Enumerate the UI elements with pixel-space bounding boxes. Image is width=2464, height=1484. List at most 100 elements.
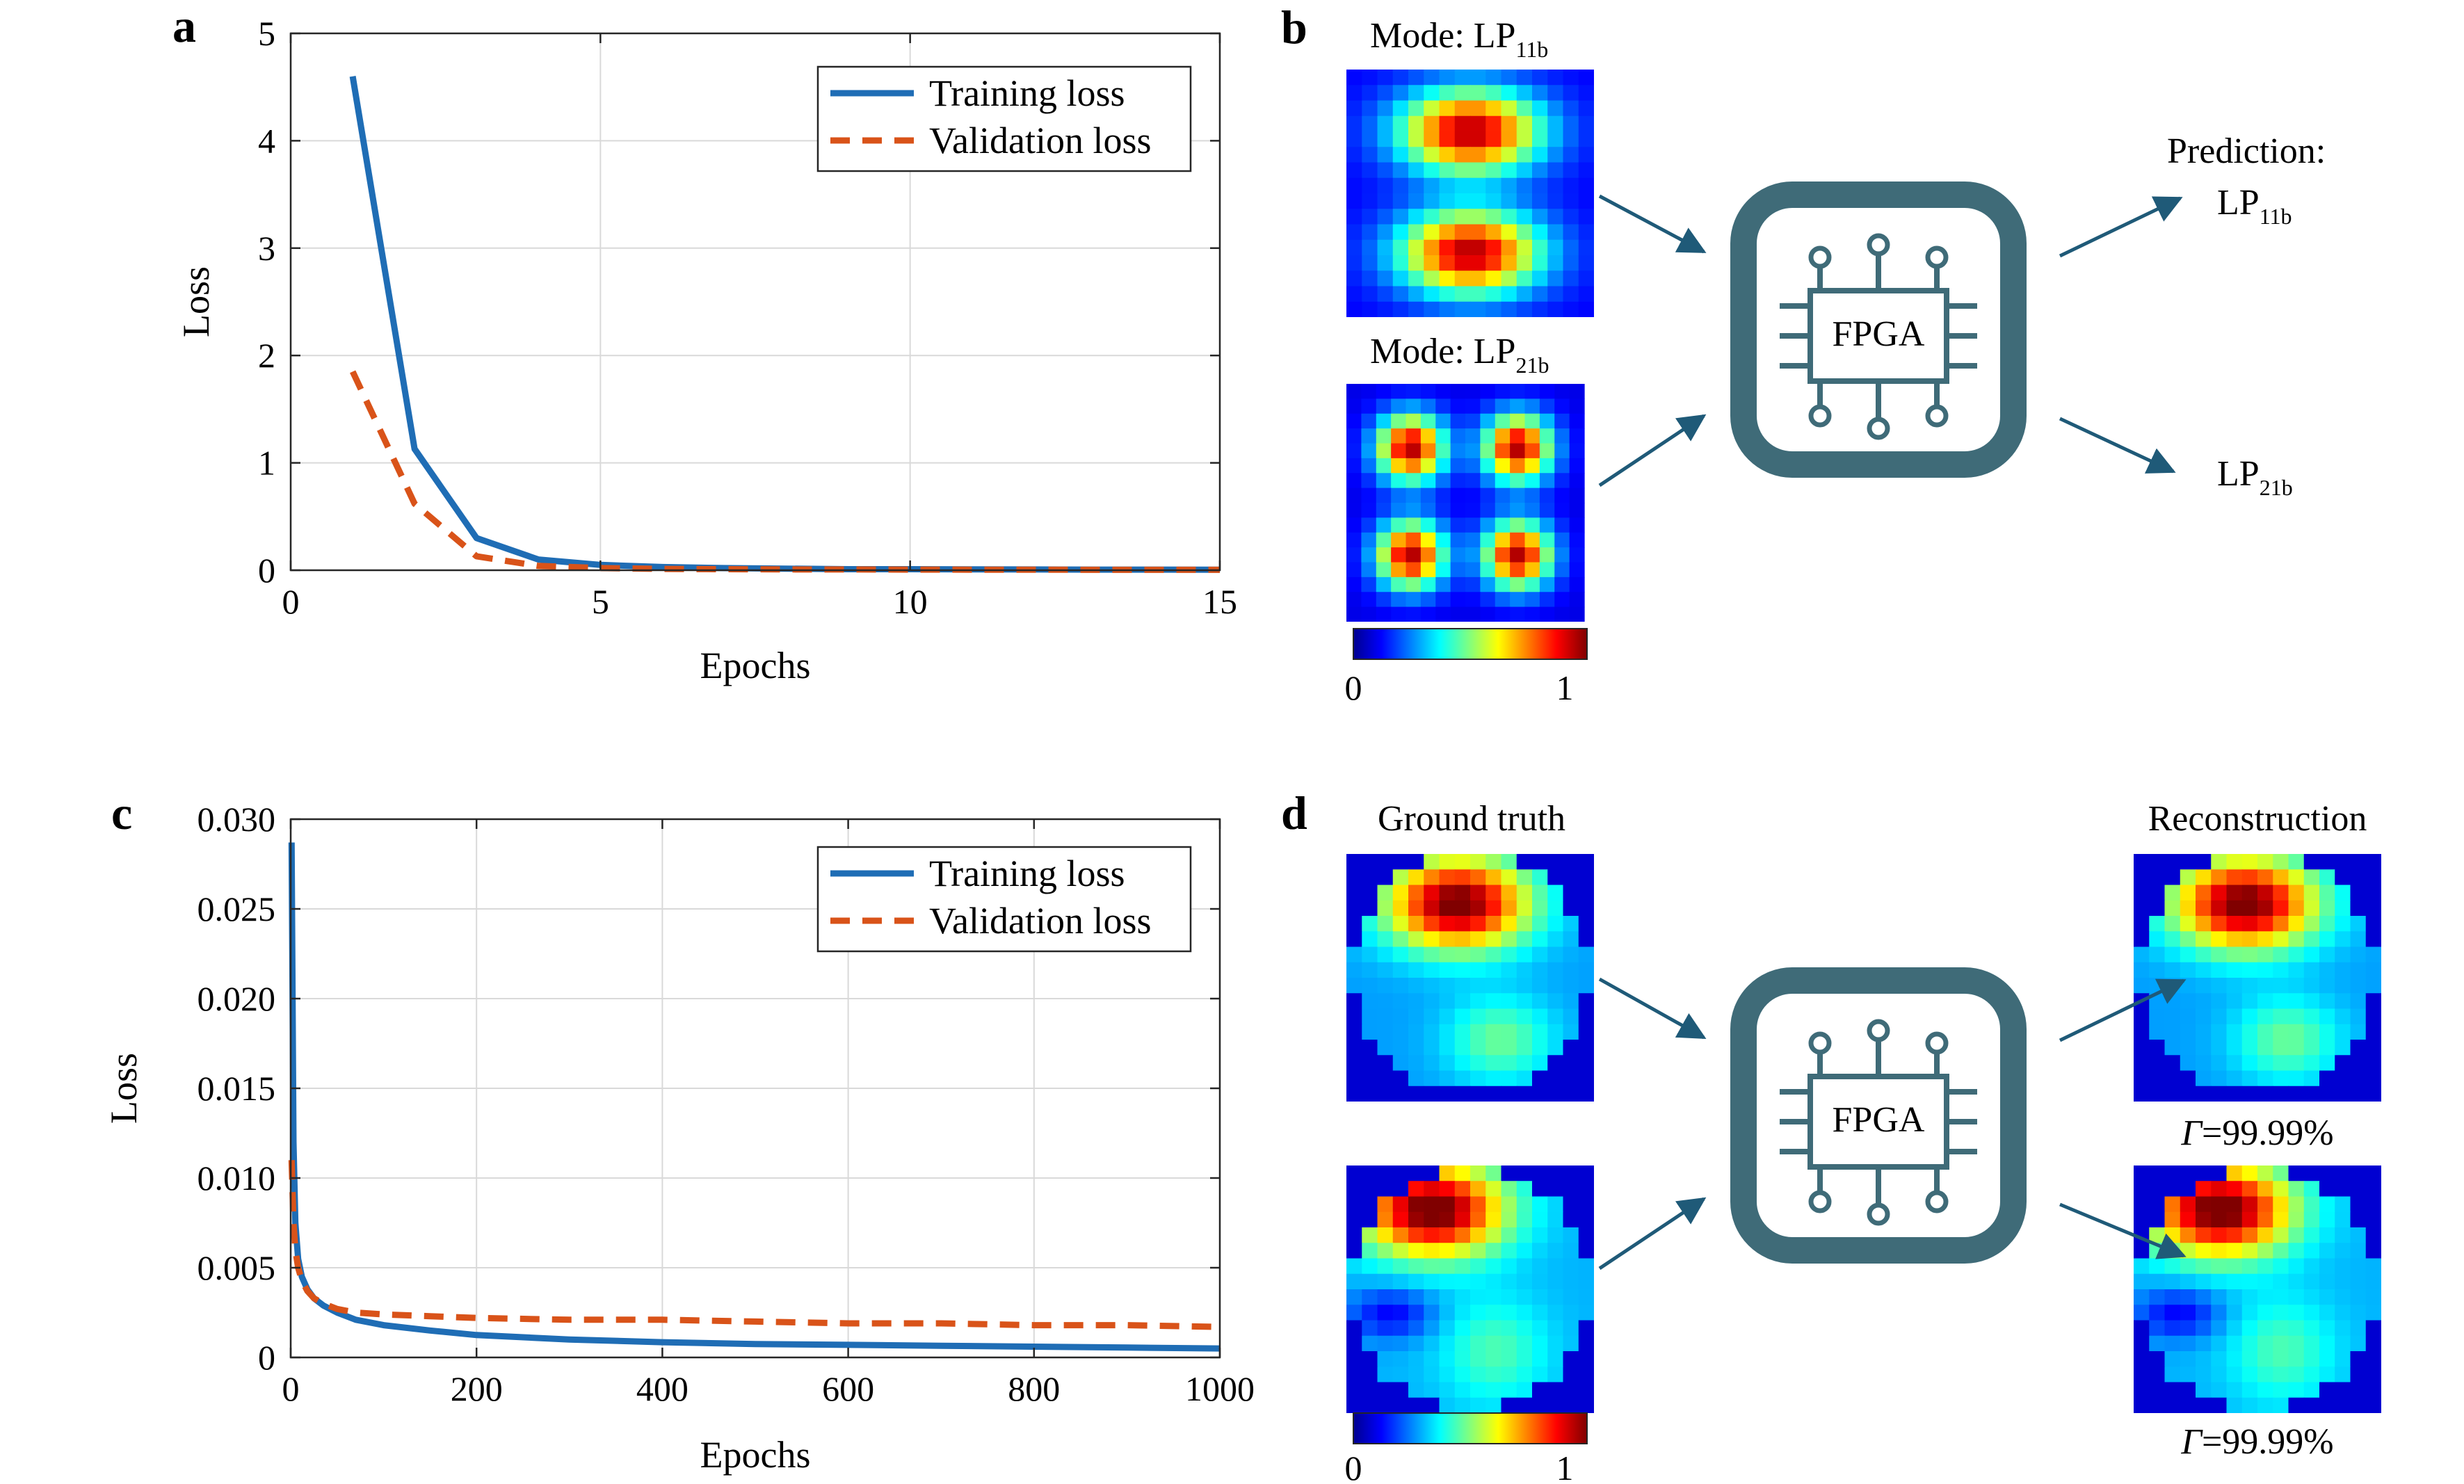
heatmap-cell — [1362, 224, 1378, 241]
heatmap-cell — [2288, 1181, 2305, 1197]
heatmap-cell — [1408, 224, 1424, 241]
heatmap-cell — [2319, 1227, 2335, 1243]
heatmap-cell — [1485, 931, 1502, 948]
heatmap-cell — [1377, 1366, 1394, 1383]
heatmap-cell — [1377, 1351, 1394, 1367]
heatmap-cell — [1578, 931, 1594, 948]
heatmap-cell — [2257, 1211, 2273, 1228]
heatmap-cell — [2273, 962, 2289, 978]
heatmap-cell — [1376, 413, 1392, 429]
heatmap-cell — [1435, 398, 1451, 414]
heatmap-cell — [2211, 1289, 2228, 1305]
heatmap-cell — [1408, 1305, 1424, 1321]
heatmap-cell — [1547, 1305, 1564, 1321]
heatmap-cell — [1578, 1055, 1594, 1072]
heatmap-cell — [1563, 1196, 1579, 1213]
heatmap-cell — [1424, 147, 1440, 163]
heatmap-cell — [1439, 301, 1456, 317]
heatmap-cell — [1377, 286, 1394, 303]
heatmap-cell — [1501, 885, 1517, 901]
heatmap-cell — [1391, 398, 1407, 414]
heatmap-cell — [1532, 1366, 1548, 1383]
heatmap-cell — [1439, 1008, 1456, 1025]
heatmap-cell — [2257, 900, 2273, 917]
heatmap-cell — [2149, 1024, 2166, 1040]
heatmap-cell — [1485, 286, 1502, 303]
heatmap-cell — [1485, 1382, 1502, 1398]
heatmap-cell — [2303, 1397, 2320, 1413]
heatmap-cell — [1501, 239, 1517, 256]
heatmap-cell — [2134, 1382, 2150, 1398]
reconstruction-heatmap-2 — [2134, 1166, 2381, 1413]
heatmap-cell — [1485, 1351, 1502, 1367]
heatmap-cell — [1532, 1040, 1548, 1056]
heatmap-cell — [1470, 162, 1486, 179]
heatmap-cell — [1516, 854, 1533, 870]
heatmap-cell — [1578, 1366, 1594, 1383]
heatmap-cell — [1532, 1320, 1548, 1337]
heatmap-cell — [2226, 1055, 2243, 1072]
heatmap-cell — [1362, 1273, 1378, 1290]
heatmap-cell — [2180, 1040, 2196, 1056]
heatmap-cell — [1532, 1273, 1548, 1290]
heatmap-cell — [1510, 443, 1526, 459]
heatmap-cell — [1480, 473, 1496, 489]
heatmap-cell — [1532, 1055, 1548, 1072]
heatmap-cell — [1392, 1040, 1409, 1056]
heatmap-cell — [2134, 1335, 2150, 1352]
heatmap-cell — [1377, 271, 1394, 287]
heatmap-cell — [1516, 1320, 1533, 1337]
heatmap-cell — [1501, 931, 1517, 948]
heatmap-cell — [2134, 1024, 2150, 1040]
heatmap-cell — [1516, 147, 1533, 163]
heatmap-cell — [2241, 946, 2258, 963]
heatmap-cell — [1454, 993, 1471, 1010]
heatmap-cell — [1563, 1181, 1579, 1197]
heatmap-cell — [1569, 576, 1585, 592]
heatmap-cell — [2303, 1366, 2320, 1383]
heatmap-cell — [1516, 286, 1533, 303]
heatmap-cell — [1420, 384, 1436, 399]
heatmap-cell — [1470, 993, 1486, 1010]
heatmap-cell — [1361, 576, 1377, 592]
heatmap-cell — [1516, 1366, 1533, 1383]
heatmap-cell — [1424, 177, 1440, 194]
heatmap-cell — [1510, 398, 1526, 414]
heatmap-cell — [1346, 193, 1362, 209]
heatmap-cell — [1439, 85, 1456, 102]
heatmap-cell — [2211, 931, 2228, 948]
heatmap-cell — [2196, 1335, 2212, 1352]
heatmap-cell — [1408, 1320, 1424, 1337]
heatmap-cell — [1485, 1273, 1502, 1290]
heatmap-cell — [2335, 962, 2351, 978]
heatmap-cell — [1408, 1273, 1424, 1290]
heatmap-cell — [1532, 916, 1548, 932]
heatmap-cell — [1501, 1351, 1517, 1367]
heatmap-cell — [1547, 978, 1564, 994]
heatmap-cell — [1578, 1181, 1594, 1197]
heatmap-cell — [2365, 931, 2381, 948]
heatmap-cell — [2273, 1211, 2289, 1228]
heatmap-cell — [2365, 1211, 2381, 1228]
heatmap-cell — [1376, 532, 1392, 548]
heatmap-cell — [1539, 547, 1555, 563]
heatmap-cell — [1516, 209, 1533, 225]
heatmap-cell — [1408, 1040, 1424, 1056]
heatmap-cell — [2319, 1196, 2335, 1213]
heatmap-cell — [2180, 1397, 2196, 1413]
heatmap-cell — [1346, 900, 1362, 917]
heatmap-cell — [1377, 854, 1394, 870]
heatmap-cell — [2211, 1086, 2228, 1102]
heatmap-cell — [2350, 1273, 2367, 1290]
y-tick-label: 0.030 — [198, 800, 276, 839]
heatmap-cell — [1465, 503, 1481, 518]
heatmap-cell — [1346, 443, 1362, 459]
heatmap-cell — [1377, 70, 1394, 86]
heatmap-cell — [1391, 428, 1407, 444]
heatmap-cell — [2226, 854, 2243, 870]
heatmap-cell — [2196, 854, 2212, 870]
heatmap-cell — [1362, 1070, 1378, 1087]
heatmap-cell — [2241, 1008, 2258, 1025]
heatmap-cell — [1439, 1305, 1456, 1321]
